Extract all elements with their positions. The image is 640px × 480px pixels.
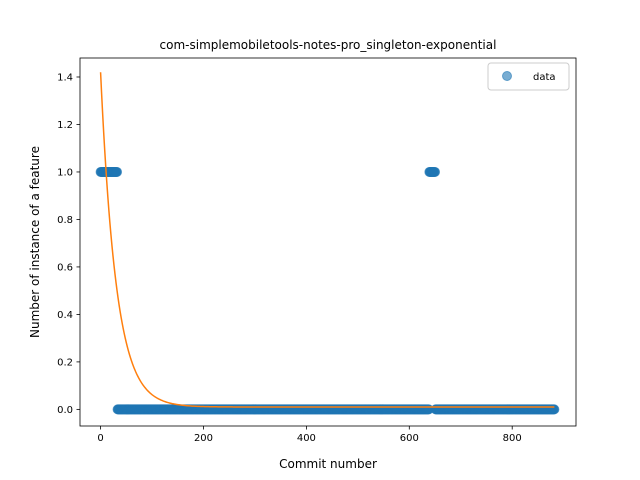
y-tick-label: 0.0 [57, 405, 73, 416]
axes-layer: 0 200 400 600 800 0.0 0.2 0.4 0.6 0.8 1.0 1.2 1.4 [57, 57, 577, 444]
x-tick-label: 400 [297, 433, 316, 444]
plot-area [80, 58, 576, 426]
plot-background [80, 58, 576, 426]
series-layer [95, 72, 560, 415]
legend-label-data: data [533, 72, 556, 83]
fit-line [99, 72, 555, 408]
y-tick-label: 0.8 [57, 215, 73, 226]
y-tick-label: 1.2 [57, 120, 73, 131]
chart-title: com-simplemobiletools-notes-pro_singleto… [160, 38, 497, 52]
legend-box [487, 62, 570, 91]
data-point [112, 166, 123, 177]
x-tick-label: 600 [400, 433, 419, 444]
legend-marker-data [502, 71, 512, 81]
x-tick-label: 200 [194, 433, 213, 444]
x-tick-label: 800 [503, 433, 522, 444]
legend: data [487, 62, 570, 91]
axes-frame [79, 57, 577, 427]
y-tick-label: 0.6 [57, 262, 73, 273]
data-point [549, 404, 560, 415]
y-tick-label: 0.4 [57, 310, 73, 321]
data-point [430, 166, 441, 177]
x-axis-title: Commit number [279, 457, 377, 471]
y-axis-title: Number of instance of a feature [28, 146, 42, 338]
y-tick-label: 1.0 [57, 167, 73, 178]
y-tick-label: 0.2 [57, 357, 73, 368]
x-tick-label: 0 [97, 433, 103, 444]
y-tick-label: 1.4 [57, 72, 73, 83]
